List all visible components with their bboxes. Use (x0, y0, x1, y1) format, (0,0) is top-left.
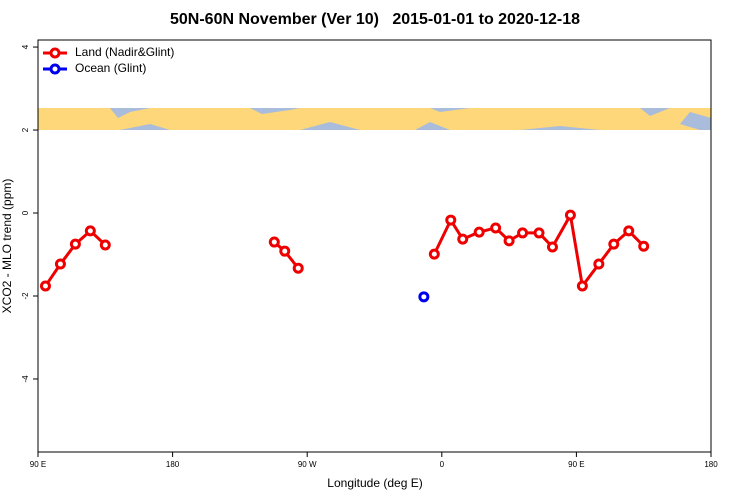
data-point (445, 214, 457, 226)
data-point (608, 238, 620, 250)
data-point (418, 291, 430, 303)
legend-label: Ocean (Glint) (75, 61, 146, 75)
data-point (623, 225, 635, 237)
x-tick-label: 90 E (30, 460, 46, 469)
x-tick-label: 90 E (568, 460, 584, 469)
y-axis-label: XCO2 - MLO trend (ppm) (0, 179, 14, 314)
data-point (84, 225, 96, 237)
data-point (564, 209, 576, 221)
data-point (268, 236, 280, 248)
plot-frame (37, 39, 712, 453)
data-point (99, 239, 111, 251)
y-tick-label: 0 (21, 210, 30, 215)
data-point (576, 280, 588, 292)
x-tick-label: 0 (440, 460, 445, 469)
y-tick-label: 4 (21, 44, 30, 49)
legend-label: Land (Nadir&Glint) (75, 45, 174, 59)
legend-marker (49, 63, 61, 75)
x-tick-label: 180 (704, 460, 718, 469)
y-tick-label: -4 (21, 375, 30, 383)
data-point (54, 258, 66, 270)
legend-marker (49, 47, 61, 59)
series-line (432, 210, 645, 290)
data-point (638, 240, 650, 252)
data-point (517, 227, 529, 239)
data-point (473, 226, 485, 238)
data-point (39, 280, 51, 292)
y-tick-label: 2 (21, 127, 30, 132)
x-tick-label: 90 W (298, 460, 317, 469)
data-point (503, 235, 515, 247)
data-point (546, 241, 558, 253)
legend: Land (Nadir&Glint) Ocean (Glint) (43, 45, 174, 75)
data-point (69, 238, 81, 250)
y-tick-label: -2 (21, 292, 30, 300)
x-axis-label: Longitude (deg E) (327, 476, 422, 490)
x-tick-label: 180 (166, 460, 180, 469)
data-point (533, 227, 545, 239)
map-strip (38, 108, 711, 130)
data-point (279, 245, 291, 257)
data-point (428, 248, 440, 260)
data-point (292, 262, 304, 274)
chart-title: 50N-60N November (Ver 10) 2015-01-01 to … (170, 11, 580, 28)
data-point (490, 222, 502, 234)
data-point (593, 258, 605, 270)
data-point (457, 233, 469, 245)
